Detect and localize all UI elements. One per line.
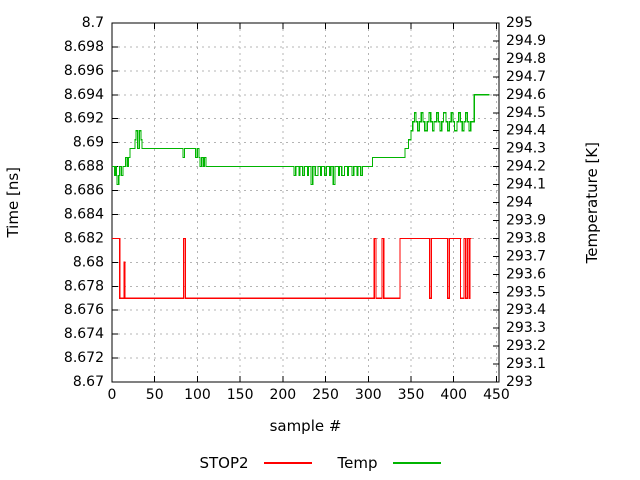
x-tick-label: 250 (312, 387, 339, 403)
y-tick-label-right: 293.9 (506, 212, 546, 228)
y-tick-label-right: 294.5 (506, 105, 546, 121)
y-tick-label-right: 293.1 (506, 356, 546, 372)
y-tick-label-right: 293.6 (506, 266, 546, 282)
y-tick-label-right: 294.2 (506, 159, 546, 175)
legend-label-temp: Temp (337, 454, 378, 472)
x-tick-label: 200 (269, 387, 296, 403)
y-tick-label-left: 8.696 (64, 63, 104, 79)
plot-border (111, 22, 500, 383)
y-tick-label-right: 293.3 (506, 320, 546, 336)
y-tick-label-left: 8.686 (64, 183, 104, 199)
y-tick-label-right: 294.1 (506, 177, 546, 193)
y-tick-label-left: 8.69 (73, 135, 104, 151)
y-tick-label-left: 8.698 (64, 39, 104, 55)
y-tick-label-left: 8.688 (64, 159, 104, 175)
legend-item-temp: Temp (338, 454, 441, 472)
y-tick-label-right: 293.7 (506, 248, 546, 264)
x-tick-label: 450 (483, 387, 510, 403)
x-tick-label: 350 (398, 387, 425, 403)
y-tick-label-left: 8.672 (64, 350, 104, 366)
legend-item-stop2: STOP2 (199, 454, 312, 472)
y-tick-label-right: 293.8 (506, 230, 546, 246)
y-tick-label-left: 8.68 (73, 254, 104, 270)
y-axis-label-left-box: Time [ns] (2, 23, 24, 382)
y-tick-label-left: 8.694 (64, 87, 104, 103)
temp-series-line (112, 94, 490, 186)
y-tick-label-left: 8.678 (64, 278, 104, 294)
y-tick-label-left: 8.684 (64, 206, 104, 222)
x-tick-label: 300 (355, 387, 382, 403)
y-tick-label-right: 293.5 (506, 284, 546, 300)
y-tick-label-right: 293.2 (506, 338, 546, 354)
y-axis-label-right-box: Temperature [K] (580, 23, 604, 382)
y-axis-label-left: Time [ns] (4, 167, 22, 238)
stop2-series-line (112, 237, 472, 299)
y-tick-label-right: 294.6 (506, 87, 546, 103)
y-tick-label-left: 8.7 (82, 15, 104, 31)
legend-label-stop2: STOP2 (199, 454, 249, 472)
x-tick-label: 400 (440, 387, 467, 403)
y-tick-label-left: 8.676 (64, 302, 104, 318)
y-tick-label-right: 294.7 (506, 69, 546, 85)
y-tick-label-left: 8.682 (64, 230, 104, 246)
y-tick-label-right: 294 (506, 195, 533, 211)
y-tick-label-right: 293 (506, 374, 533, 390)
y-tick-label-left: 8.692 (64, 111, 104, 127)
y-axis-label-right: Temperature [K] (583, 141, 601, 264)
y-tick-label-right: 293.4 (506, 302, 546, 318)
x-tick-label: 150 (227, 387, 254, 403)
legend-line-swatch-temp (392, 462, 441, 464)
x-tick-label: 50 (146, 387, 164, 403)
legend-line-swatch-stop2 (263, 462, 312, 464)
y-tick-label-right: 294.4 (506, 123, 546, 139)
y-tick-label-left: 8.67 (73, 374, 104, 390)
x-axis-label: sample # (269, 417, 342, 435)
y-tick-label-left: 8.674 (64, 326, 104, 342)
y-tick-label-right: 295 (506, 15, 533, 31)
legend: STOP2 Temp (0, 454, 640, 472)
y-tick-label-right: 294.9 (506, 33, 546, 49)
y-tick-label-right: 294.8 (506, 51, 546, 67)
x-tick-label: 0 (108, 387, 117, 403)
y-tick-label-right: 294.3 (506, 141, 546, 157)
x-tick-label: 100 (184, 387, 211, 403)
